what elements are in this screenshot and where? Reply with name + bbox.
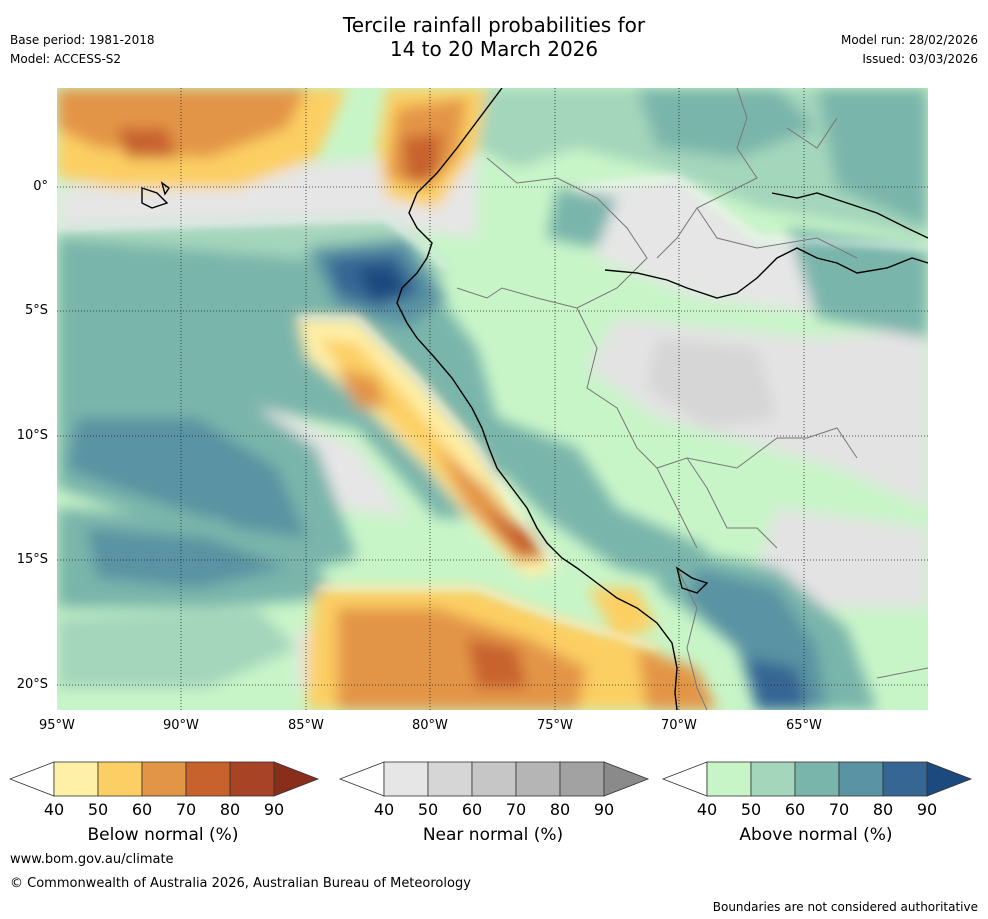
colorbar-extension-low	[8, 761, 55, 797]
colorbar-tick-label: 50	[87, 800, 109, 819]
model-name: Model: ACCESS-S2	[10, 52, 122, 66]
colorbar-segment	[185, 761, 231, 797]
rainfall-probability-map	[57, 88, 928, 710]
colorbar-tick-label: 80	[549, 800, 571, 819]
colorbar-extension-high	[603, 761, 650, 797]
lat-label: 15°S	[16, 552, 48, 567]
colorbar-segment	[141, 761, 187, 797]
colorbar-segment	[515, 761, 561, 797]
colorbar-tick-label: 40	[373, 800, 395, 819]
colorbar-segment	[383, 761, 429, 797]
colorbar-tick-label: 60	[461, 800, 483, 819]
colorbar-tick-label: 90	[593, 800, 615, 819]
colorbar-tick-label: 90	[916, 800, 938, 819]
colorbar-tick-label: 80	[219, 800, 241, 819]
lat-label: 0°	[33, 179, 48, 194]
colorbar-segment	[427, 761, 473, 797]
colorbar-segment	[97, 761, 143, 797]
colorbar-above-normal	[661, 761, 973, 797]
lat-label: 10°S	[16, 428, 48, 443]
lon-label: 70°W	[661, 718, 697, 733]
lat-label: 5°S	[24, 303, 48, 318]
colorbar-segment	[750, 761, 796, 797]
colorbar-tick-label: 50	[417, 800, 439, 819]
colorbar-tick-label: 60	[131, 800, 153, 819]
colorbar-below-normal	[8, 761, 320, 797]
lon-label: 65°W	[786, 718, 822, 733]
colorbar-tick-label: 70	[828, 800, 850, 819]
website-link[interactable]: www.bom.gov.au/climate	[10, 852, 174, 867]
below-normal-label: Below normal (%)	[87, 825, 239, 845]
colorbar-extension-low	[338, 761, 385, 797]
lon-label: 80°W	[412, 718, 448, 733]
colorbar-segment	[706, 761, 752, 797]
colorbar-tick-label: 60	[784, 800, 806, 819]
colorbar-tick-label: 40	[43, 800, 65, 819]
colorbar-tick-label: 50	[740, 800, 762, 819]
colorbar-extension-low	[661, 761, 708, 797]
lon-label: 75°W	[537, 718, 573, 733]
issued-date: Issued: 03/03/2026	[862, 52, 978, 66]
probability-field	[57, 88, 928, 710]
colorbar-tick-label: 70	[175, 800, 197, 819]
colorbar-segment	[882, 761, 928, 797]
colorbar-segment	[794, 761, 840, 797]
lon-label: 85°W	[288, 718, 324, 733]
lat-label: 20°S	[16, 677, 48, 692]
map-title-line-1: Tercile rainfall probabilities for	[342, 13, 646, 37]
colorbar-tick-label: 80	[872, 800, 894, 819]
colorbar-segment	[838, 761, 884, 797]
lon-label: 90°W	[163, 718, 199, 733]
coastline	[141, 88, 928, 710]
lon-label: 95°W	[39, 718, 75, 733]
model-run-date: Model run: 28/02/2026	[840, 33, 978, 47]
colorbars	[8, 761, 973, 797]
colorbar-tick-label: 70	[505, 800, 527, 819]
colorbar-tick-label: 40	[696, 800, 718, 819]
colorbar-segment	[559, 761, 605, 797]
colorbar-segment	[471, 761, 517, 797]
copyright-text: © Commonwealth of Australia 2026, Austra…	[10, 876, 471, 891]
colorbar-extension-high	[926, 761, 973, 797]
graticule	[57, 88, 928, 710]
base-period: Base period: 1981-2018	[10, 33, 155, 47]
boundaries-disclaimer: Boundaries are not considered authoritat…	[712, 900, 978, 914]
near-normal-label: Near normal (%)	[422, 825, 564, 845]
colorbar-extension-high	[273, 761, 320, 797]
colorbar-tick-label: 90	[263, 800, 285, 819]
above-normal-label: Above normal (%)	[739, 825, 893, 845]
colorbar-near-normal	[338, 761, 650, 797]
map-title-line-2: 14 to 20 March 2026	[389, 37, 599, 61]
colorbar-segment	[53, 761, 99, 797]
colorbar-segment	[229, 761, 275, 797]
